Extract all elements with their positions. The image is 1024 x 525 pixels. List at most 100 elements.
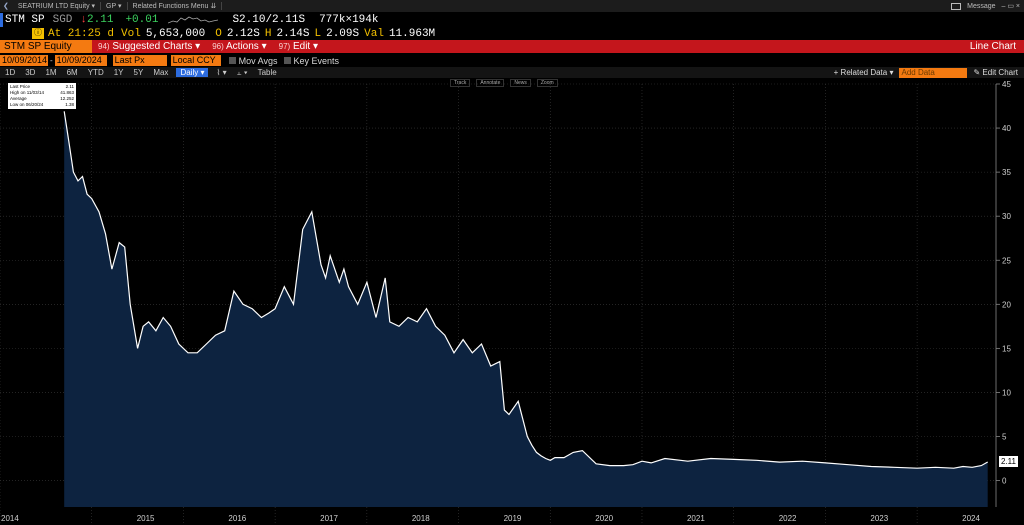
range-bar: 1D 3D 1M 6M YTD 1Y 5Y Max Daily ▾ ⌇ ▾ ⫠ …	[0, 67, 1024, 78]
y-tick-label: 35	[1002, 168, 1011, 177]
y-tick-label: 0	[1002, 477, 1007, 486]
annotate-tool[interactable]: Annotate	[476, 79, 505, 87]
actions-num: 96)	[212, 42, 224, 51]
security-field[interactable]: STM SP Equity	[0, 40, 92, 53]
legend-value: 12.252	[60, 96, 74, 101]
range-3d[interactable]: 3D	[25, 68, 36, 77]
y-tick-label: 20	[1002, 300, 1011, 309]
zoom-tool[interactable]: Zoom	[536, 79, 558, 87]
inputs-bar: 10/09/2014 - 10/09/2024 Last Px Local CC…	[0, 54, 1024, 67]
table-button[interactable]: Table	[257, 68, 277, 77]
y-tick-label: 45	[1002, 80, 1011, 89]
chevron-left-icon[interactable]: ❮	[3, 3, 9, 10]
net-change: +0.01	[125, 14, 159, 26]
x-tick-label: 2023	[870, 514, 888, 523]
add-data-input[interactable]: Add Data	[899, 67, 968, 78]
legend-row-last: Last Price 2.11	[10, 84, 74, 90]
traded-value: 11.963M	[388, 27, 436, 40]
ticker: STM SP	[5, 14, 45, 26]
actions-menu[interactable]: 96) Actions ▾	[212, 41, 267, 52]
related-data-button[interactable]: + Related Data ▾	[833, 68, 894, 77]
range-5y[interactable]: 5Y	[133, 68, 144, 77]
edit-label: Edit	[292, 41, 311, 52]
range-1m[interactable]: 1M	[45, 68, 57, 77]
price-chart[interactable]: 0 5 10 15 20 25 30 35 40 45 2014 2015 2016 2017 2018 2…	[0, 78, 1024, 525]
x-tick-label: 2015	[137, 514, 155, 523]
legend-row-average: Average 12.252	[10, 96, 74, 102]
y-tick-label: 10	[1002, 388, 1011, 397]
legend-label: Low on 06/20/24	[10, 102, 44, 107]
info-stamp-icon: ⓘ	[32, 28, 44, 39]
y-tick-label: 15	[1002, 344, 1011, 353]
field-input[interactable]: Last Px	[112, 55, 167, 66]
track-tool[interactable]: Track	[450, 79, 471, 87]
interval-icon[interactable]: ⫠ ▾	[236, 67, 248, 77]
message-link[interactable]: Message	[967, 2, 996, 10]
window-controls[interactable]: – ▭ ×	[1001, 3, 1020, 10]
window-right-controls: Message – ▭ ×	[951, 2, 1024, 10]
range-ytd[interactable]: YTD	[87, 68, 104, 77]
last-price: 2.11	[87, 14, 114, 26]
open-label: O	[215, 27, 222, 40]
legend-label: Average	[10, 96, 27, 101]
security-dropdown[interactable]: SEATRIUM LTD Equity ▾	[13, 2, 102, 10]
bid-ask: S2.10/2.11S	[232, 14, 306, 26]
price-area	[64, 111, 988, 508]
suggested-charts-menu[interactable]: 94) Suggested Charts ▾	[98, 41, 201, 52]
edit-chart-button[interactable]: ✎ Edit Chart	[973, 68, 1018, 77]
x-axis-ticks: 2014 2015 2016 2017 2018 2019 2020 2021 2022 2023…	[1, 514, 980, 523]
y-tick-label: 40	[1002, 124, 1011, 133]
related-menu-label: Related Functions Menu	[132, 3, 209, 10]
legend-row-high: High on 11/03/14 41.863	[10, 90, 74, 96]
edit-menu[interactable]: 97) Edit ▾	[278, 41, 319, 52]
quote-line: STM SP SGD ↓ 2.11 +0.01 S2.10/2.11S 777k…	[0, 12, 1024, 28]
suggested-num: 94)	[98, 42, 110, 51]
range-1d[interactable]: 1D	[5, 68, 16, 77]
y-tick-label: 30	[1002, 212, 1011, 221]
last-value-marker: 2.11	[999, 455, 1018, 467]
time-stamp: At 21:25 d	[48, 27, 115, 40]
y-tick-label: 25	[1002, 256, 1011, 265]
key-events-label: Key Events	[293, 55, 340, 66]
actions-label: Actions	[226, 41, 259, 52]
envelope-icon	[951, 2, 962, 10]
volume: 5,653,000	[145, 27, 206, 40]
y-axis-ticks: 0 5 10 15 20 25 30 35 40 45	[996, 80, 1011, 486]
mov-avgs-checkbox[interactable]	[228, 57, 236, 64]
legend-label: Last Price	[10, 84, 31, 89]
start-date-input[interactable]: 10/09/2014	[0, 55, 48, 66]
ticker-marker	[0, 13, 3, 27]
range-max[interactable]: Max	[153, 68, 169, 77]
x-tick-label: 2018	[412, 514, 430, 523]
sparkline	[168, 14, 219, 26]
legend-row-low: Low on 06/20/24 1.38	[10, 102, 74, 108]
x-tick-label: 2022	[779, 514, 797, 523]
legend-label: High on 11/03/14	[10, 90, 44, 95]
gp-dropdown[interactable]: GP ▾	[101, 2, 128, 10]
chart-type-icon[interactable]: ⌇ ▾	[216, 68, 227, 77]
legend-value: 2.11	[65, 84, 74, 89]
sparkline-icon	[168, 16, 219, 24]
x-tick-label: 2017	[320, 514, 338, 523]
range-1y[interactable]: 1Y	[113, 68, 124, 77]
key-events-checkbox[interactable]	[283, 57, 291, 64]
chart-legend[interactable]: Last Price 2.11 High on 11/03/14 41.863 Av…	[8, 83, 76, 109]
related-functions-menu[interactable]: Related Functions Menu ⇊	[128, 2, 223, 10]
window-bar: ❮ SEATRIUM LTD Equity ▾ GP ▾ Related Fun…	[0, 0, 1024, 12]
down-arrow-icon: ↓	[80, 14, 88, 26]
periodicity-dropdown[interactable]: Daily ▾	[176, 68, 209, 77]
legend-value: 41.863	[60, 90, 74, 95]
stats-line: ⓘ At 21:25 d Vol 5,653,000 O 2.12S H 2.1…	[0, 27, 1024, 40]
function-bar: STM SP Equity 94) Suggested Charts ▾ 96)…	[0, 40, 1024, 53]
end-date-input[interactable]: 10/09/2024	[54, 55, 107, 66]
bid-ask-size: 777k×194k	[319, 14, 379, 26]
periodicity-label: Daily	[180, 68, 199, 77]
news-tool[interactable]: News	[510, 79, 531, 87]
range-right-controls: + Related Data ▾ Add Data ✎ Edit Chart	[833, 67, 1024, 78]
y-tick-label: 5	[1002, 433, 1007, 442]
range-6m[interactable]: 6M	[66, 68, 78, 77]
currency: SGD	[52, 14, 73, 26]
currency-input[interactable]: Local CCY	[170, 55, 221, 66]
edit-num: 97)	[278, 42, 291, 51]
